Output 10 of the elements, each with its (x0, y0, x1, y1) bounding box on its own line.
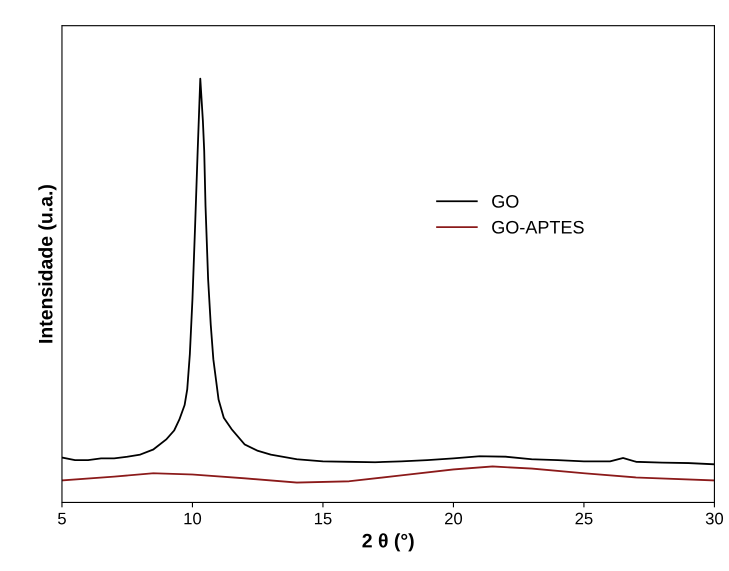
x-tick-label: 20 (445, 512, 462, 524)
x-tick-label: 15 (314, 512, 332, 524)
legend-label: GO-APTES (492, 220, 584, 234)
legend-label: GO (492, 194, 518, 208)
y-axis-title: Intensidade (u.a.) (38, 185, 56, 343)
x-tick-label: 10 (184, 512, 202, 524)
x-axis-title: 2 θ (°) (362, 533, 414, 552)
x-tick-label: 5 (58, 512, 66, 524)
x-tick-label: 25 (576, 512, 592, 524)
x-tick-label: 30 (706, 512, 724, 524)
